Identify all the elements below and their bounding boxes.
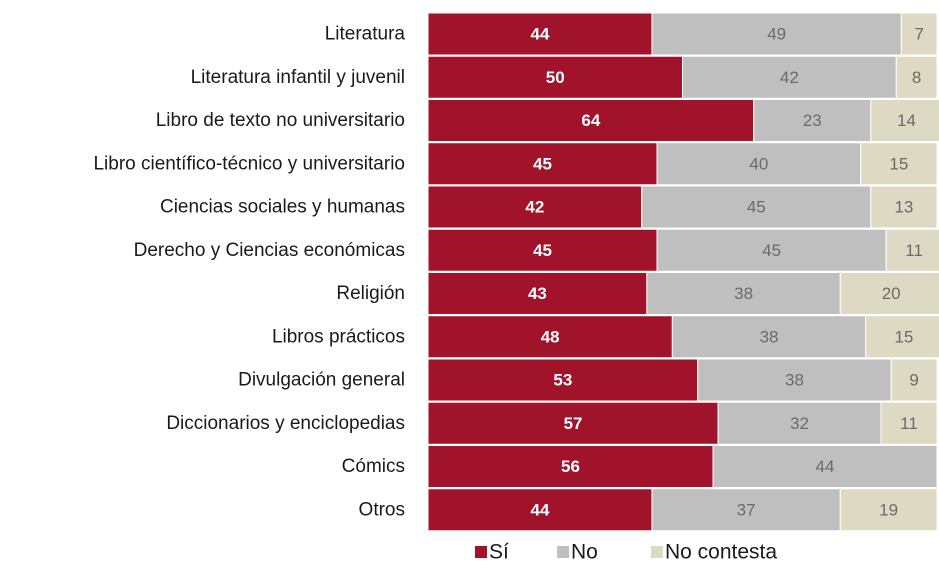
- bar-no-libros-practicos: [671, 315, 867, 359]
- bar-no-ciencias-sociales-y-humanas: [641, 185, 872, 229]
- bar-si-literatura: [427, 12, 653, 56]
- bar-no-contesta-libros-practicos: [865, 315, 939, 359]
- category-label-libro-de-texto-no-universitario: Libro de texto no universitario: [156, 110, 405, 131]
- data-label-si-literatura-infantil-y-juvenil: 50: [546, 68, 565, 87]
- data-label-no-contesta-otros: 19: [879, 500, 898, 519]
- bar-si-ciencias-sociales-y-humanas: [427, 185, 643, 229]
- bar-no-literatura-infantil-y-juvenil: [682, 55, 897, 99]
- bar-no-contesta-ciencias-sociales-y-humanas: [870, 185, 938, 229]
- data-label-no-contesta-literatura-infantil-y-juvenil: 8: [912, 68, 921, 87]
- category-label-divulgacion-general: Divulgación general: [238, 370, 405, 391]
- data-label-si-libro-de-texto-no-universitario: 64: [581, 111, 600, 130]
- data-label-no-comics: 44: [816, 457, 835, 476]
- data-label-si-ciencias-sociales-y-humanas: 42: [525, 198, 544, 217]
- data-label-si-libros-practicos: 48: [541, 327, 560, 346]
- category-label-libro-cientifico-tecnico-y-universitario: Libro científico-técnico y universitario: [93, 153, 405, 174]
- bar-no-libro-cientifico-tecnico-y-universitario: [656, 142, 862, 186]
- data-label-si-libro-cientifico-tecnico-y-universitario: 45: [533, 154, 552, 173]
- data-label-no-literatura: 49: [767, 25, 786, 44]
- bar-no-contesta-literatura-infantil-y-juvenil: [895, 55, 938, 99]
- bar-si-libro-cientifico-tecnico-y-universitario: [427, 142, 658, 186]
- legend: Sí No No contesta: [475, 541, 777, 564]
- data-label-no-contesta-divulgacion-general: 9: [909, 371, 918, 390]
- category-label-otros: Otros: [359, 499, 405, 520]
- legend-swatch-no: [557, 546, 569, 558]
- bar-no-contesta-divulgacion-general: [890, 358, 938, 402]
- category-label-literatura: Literatura: [325, 24, 406, 45]
- data-label-no-libro-cientifico-tecnico-y-universitario: 40: [749, 154, 768, 173]
- plot-area: 44 49 7 50 42 8 64 23 14 45 40 15 42 45 13 45 45 11 43 38 20…: [427, 12, 939, 532]
- bar-no-literatura: [651, 12, 902, 56]
- data-label-no-derecho-y-ciencias-economicas: 45: [762, 241, 781, 260]
- bar-no-otros: [651, 488, 841, 532]
- bar-no-contesta-literatura: [900, 12, 938, 56]
- category-labels: Literatura Literatura infantil y juvenil L…: [93, 24, 405, 521]
- category-label-ciencias-sociales-y-humanas: Ciencias sociales y humanas: [160, 197, 405, 218]
- category-label-comics: Cómics: [342, 456, 405, 477]
- data-label-no-contesta-libros-practicos: 15: [894, 327, 913, 346]
- data-label-no-contesta-derecho-y-ciencias-economicas: 11: [905, 241, 923, 260]
- legend-label-no: No: [571, 541, 598, 564]
- data-label-no-divulgacion-general: 38: [785, 371, 804, 390]
- data-label-si-comics: 56: [561, 457, 580, 476]
- category-label-literatura-infantil-y-juvenil: Literatura infantil y juvenil: [191, 67, 405, 88]
- data-label-no-otros: 37: [737, 500, 756, 519]
- data-label-no-diccionarios-y-enciclopedias: 32: [790, 414, 809, 433]
- data-label-si-derecho-y-ciencias-economicas: 45: [533, 241, 552, 260]
- category-label-libros-practicos: Libros prácticos: [272, 326, 405, 347]
- bar-no-contesta-libro-cientifico-tecnico-y-universitario: [860, 142, 938, 186]
- data-label-no-contesta-libro-cientifico-tecnico-y-universitario: 15: [889, 154, 908, 173]
- bar-no-contesta-derecho-y-ciencias-economicas: [885, 228, 939, 272]
- data-label-no-religion: 38: [734, 284, 753, 303]
- data-label-no-literatura-infantil-y-juvenil: 42: [780, 68, 799, 87]
- data-label-si-religion: 43: [528, 284, 547, 303]
- data-label-no-contesta-religion: 20: [882, 284, 901, 303]
- bar-no-contesta-religion: [839, 272, 939, 315]
- data-label-no-contesta-diccionarios-y-enciclopedias: 11: [900, 414, 918, 433]
- bar-no-comics: [712, 445, 938, 488]
- data-label-no-libros-practicos: 38: [760, 327, 779, 346]
- data-label-no-ciencias-sociales-y-humanas: 45: [747, 198, 766, 217]
- bar-si-libro-de-texto-no-universitario: [427, 99, 755, 142]
- category-label-derecho-y-ciencias-economicas: Derecho y Ciencias económicas: [134, 240, 405, 261]
- data-label-si-divulgacion-general: 53: [553, 371, 572, 390]
- legend-swatch-si: [475, 546, 487, 558]
- bar-no-contesta-diccionarios-y-enciclopedias: [880, 401, 938, 445]
- bar-si-comics: [427, 445, 714, 488]
- legend-label-no-contesta: No contesta: [665, 541, 777, 564]
- category-label-religion: Religión: [336, 283, 405, 304]
- legend-swatch-no-contesta: [651, 546, 663, 558]
- category-label-diccionarios-y-enciclopedias: Diccionarios y enciclopedias: [166, 413, 405, 434]
- bar-no-contesta-otros: [839, 488, 938, 532]
- data-label-si-diccionarios-y-enciclopedias: 57: [564, 414, 583, 433]
- bar-no-libro-de-texto-no-universitario: [753, 99, 872, 142]
- data-label-no-contesta-literatura: 7: [914, 25, 923, 44]
- data-label-si-otros: 44: [531, 500, 550, 519]
- bar-si-divulgacion-general: [427, 358, 699, 402]
- bar-no-religion: [646, 272, 841, 315]
- bar-si-literatura-infantil-y-juvenil: [427, 55, 683, 99]
- legend-label-si: Sí: [489, 541, 509, 564]
- bar-no-divulgacion-general: [697, 358, 892, 402]
- data-label-si-literatura: 44: [531, 25, 550, 44]
- data-label-no-libro-de-texto-no-universitario: 23: [803, 111, 822, 130]
- data-label-no-contesta-ciencias-sociales-y-humanas: 13: [894, 198, 913, 217]
- data-label-no-contesta-libro-de-texto-no-universitario: 14: [897, 111, 916, 130]
- bar-no-contesta-libro-de-texto-no-universitario: [870, 99, 939, 142]
- bar-si-religion: [427, 272, 648, 315]
